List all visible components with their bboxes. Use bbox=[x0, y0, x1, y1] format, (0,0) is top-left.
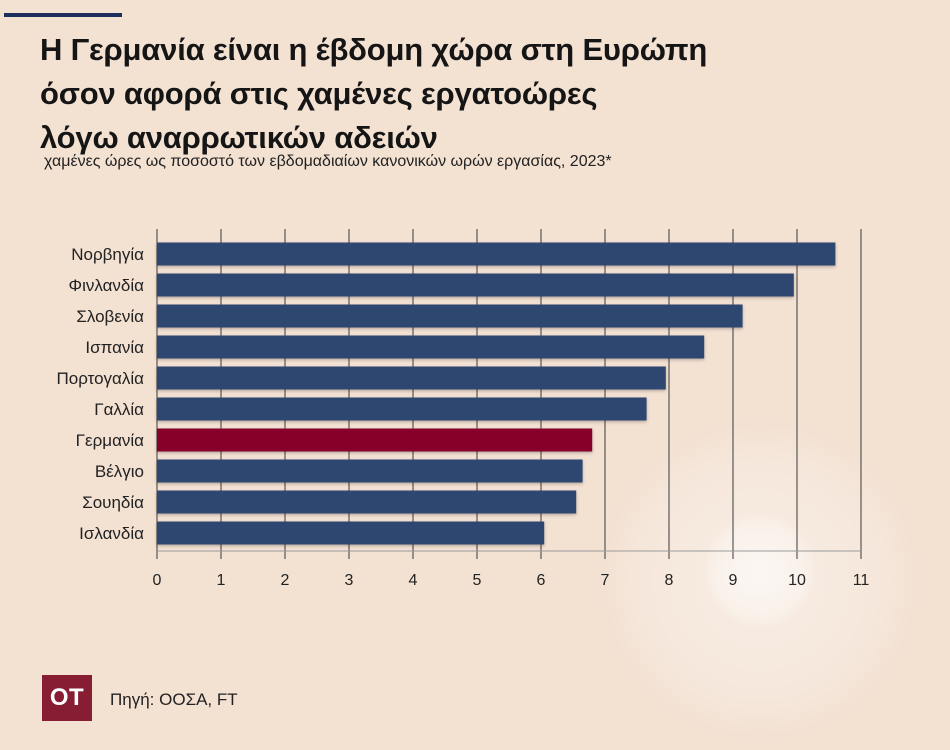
x-tick-label: 1 bbox=[217, 572, 226, 589]
x-tick-label: 6 bbox=[537, 572, 546, 589]
x-tick-label: 8 bbox=[665, 572, 674, 589]
x-tick-label: 9 bbox=[729, 572, 738, 589]
bar bbox=[157, 304, 743, 328]
source-note: Πηγή: ΟΟΣΑ, FT bbox=[110, 690, 238, 709]
bar bbox=[157, 397, 647, 421]
accent-rule bbox=[4, 13, 122, 17]
bar bbox=[157, 490, 577, 514]
x-tick-label: 0 bbox=[153, 572, 162, 589]
title-line: όσον αφορά στις χαμένες εργατοώρες bbox=[40, 76, 598, 111]
bar bbox=[157, 459, 583, 483]
bar bbox=[157, 335, 705, 359]
category-label: Σλοβενία bbox=[76, 307, 144, 326]
x-tick-label: 4 bbox=[409, 572, 418, 589]
bar bbox=[157, 521, 545, 545]
category-label: Βέλγιο bbox=[95, 462, 144, 481]
bar bbox=[157, 273, 794, 297]
category-label: Γαλλία bbox=[94, 400, 144, 419]
category-label: Πορτογαλία bbox=[56, 369, 144, 388]
title-line: λόγω αναρρωτικών αδειών bbox=[40, 120, 438, 155]
x-tick-label: 5 bbox=[473, 572, 482, 589]
bar bbox=[157, 428, 593, 452]
chart-title: Η Γερμανία είναι η έβδομη χώρα στη Ευρώπ… bbox=[40, 28, 900, 160]
bars bbox=[157, 242, 836, 545]
x-tick-label: 2 bbox=[281, 572, 290, 589]
bar bbox=[157, 366, 666, 390]
x-axis: 0 1 2 3 4 5 6 7 8 9 10 11 bbox=[153, 550, 870, 589]
category-label: Φινλανδία bbox=[69, 276, 145, 295]
category-label: Νορβηγία bbox=[71, 245, 144, 264]
x-tick-label: 10 bbox=[788, 572, 806, 589]
category-label: Ισπανία bbox=[85, 338, 144, 357]
x-tick-label: 3 bbox=[345, 572, 354, 589]
chart-subtitle: χαμένες ώρες ως ποσοστό των εβδομαδιαίων… bbox=[44, 153, 612, 170]
category-label: Γερμανία bbox=[76, 431, 145, 450]
x-tick-label: 7 bbox=[601, 572, 610, 589]
category-labels: Νορβηγία Φινλανδία Σλοβενία Ισπανία Πορτογαλ… bbox=[56, 245, 144, 543]
brand-logo: ΟΤ bbox=[42, 675, 92, 721]
category-label: Ισλανδία bbox=[79, 524, 144, 543]
x-tick-label: 11 bbox=[853, 572, 870, 589]
category-label: Σουηδία bbox=[82, 493, 144, 512]
bar bbox=[157, 242, 836, 266]
title-line: Η Γερμανία είναι η έβδομη χώρα στη Ευρώπ… bbox=[40, 32, 708, 67]
